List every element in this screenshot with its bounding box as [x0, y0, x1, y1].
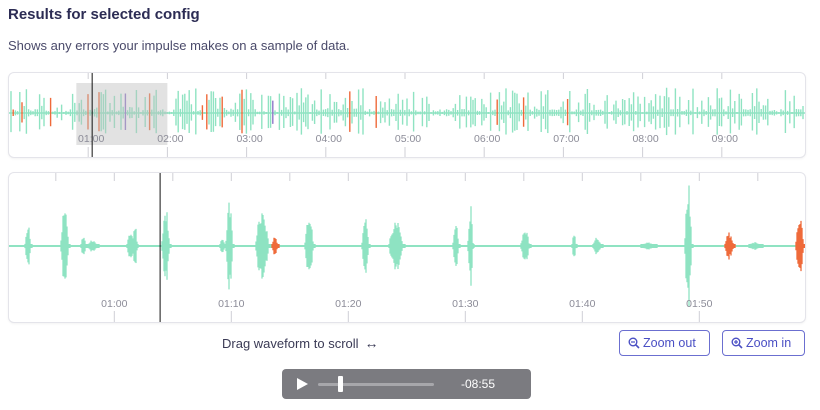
zoom-in-icon [731, 337, 743, 349]
overview-tick-label: 01:00 [78, 133, 104, 145]
audio-player: -08:55 [282, 369, 531, 399]
detail-tick-label: 01:10 [218, 298, 244, 310]
zoom-out-icon [628, 337, 640, 349]
detail-waveform[interactable]: 01:00 01:10 01:20 01:30 01:40 01:50 [9, 173, 805, 322]
time-remaining: -08:55 [461, 377, 496, 391]
overview-tick-label: 02:00 [157, 133, 183, 145]
detail-tick-label: 01:00 [101, 298, 127, 310]
overview-waveform[interactable]: 01:00 02:00 03:00 04:00 05:00 06:00 07:00 08:00… [9, 73, 805, 157]
detail-waveform-panel[interactable]: 01:00 01:10 01:20 01:30 01:40 01:50 [8, 172, 806, 323]
zoom-out-button[interactable]: Zoom out [619, 330, 710, 356]
zoom-out-label: Zoom out [643, 336, 696, 350]
overview-tick-label: 08:00 [632, 133, 658, 145]
seek-thumb[interactable] [338, 376, 343, 392]
detail-tick-label: 01:50 [686, 298, 712, 310]
overview-tick-label: 09:00 [712, 133, 738, 145]
play-icon[interactable] [295, 377, 309, 391]
zoom-in-label: Zoom in [746, 336, 792, 350]
visible-window-highlight[interactable] [76, 83, 168, 145]
detail-tick-label: 01:20 [335, 298, 361, 310]
overview-tick-label: 04:00 [316, 133, 342, 145]
left-right-arrow-icon: ↔ [364, 335, 379, 351]
detail-tick-label: 01:40 [569, 298, 595, 310]
detail-tick-label: 01:30 [452, 298, 478, 310]
page-subtitle: Shows any errors your impulse makes on a… [8, 38, 350, 53]
overview-tick-label: 03:00 [236, 133, 262, 145]
overview-tick-label: 07:00 [553, 133, 579, 145]
zoom-in-button[interactable]: Zoom in [722, 330, 805, 356]
overview-waveform-panel[interactable]: 01:00 02:00 03:00 04:00 05:00 06:00 07:00 08:00… [8, 72, 806, 158]
overview-tick-label: 05:00 [395, 133, 421, 145]
seek-bar[interactable] [318, 383, 434, 386]
page-title: Results for selected config [8, 6, 200, 23]
drag-hint-label: Drag waveform to scroll [222, 336, 359, 351]
overview-tick-label: 06:00 [474, 133, 500, 145]
drag-hint: Drag waveform to scroll ↔ [222, 335, 379, 351]
